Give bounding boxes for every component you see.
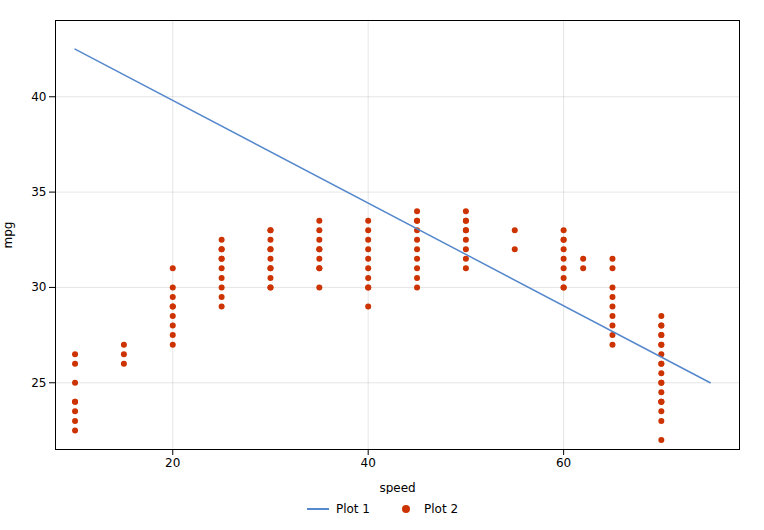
svg-text:speed: speed — [379, 481, 415, 495]
svg-text:20: 20 — [165, 456, 180, 470]
svg-text:25: 25 — [31, 376, 46, 390]
svg-text:40: 40 — [31, 90, 46, 104]
svg-text:60: 60 — [556, 456, 571, 470]
svg-text:30: 30 — [31, 280, 46, 294]
svg-text:mpg: mpg — [1, 222, 15, 249]
html-text:Plot 1: Plot 1 — [335, 502, 370, 516]
svg-text:35: 35 — [31, 185, 46, 199]
html-text:Plot 2: Plot 2 — [424, 502, 459, 516]
svg-text:40: 40 — [361, 456, 376, 470]
